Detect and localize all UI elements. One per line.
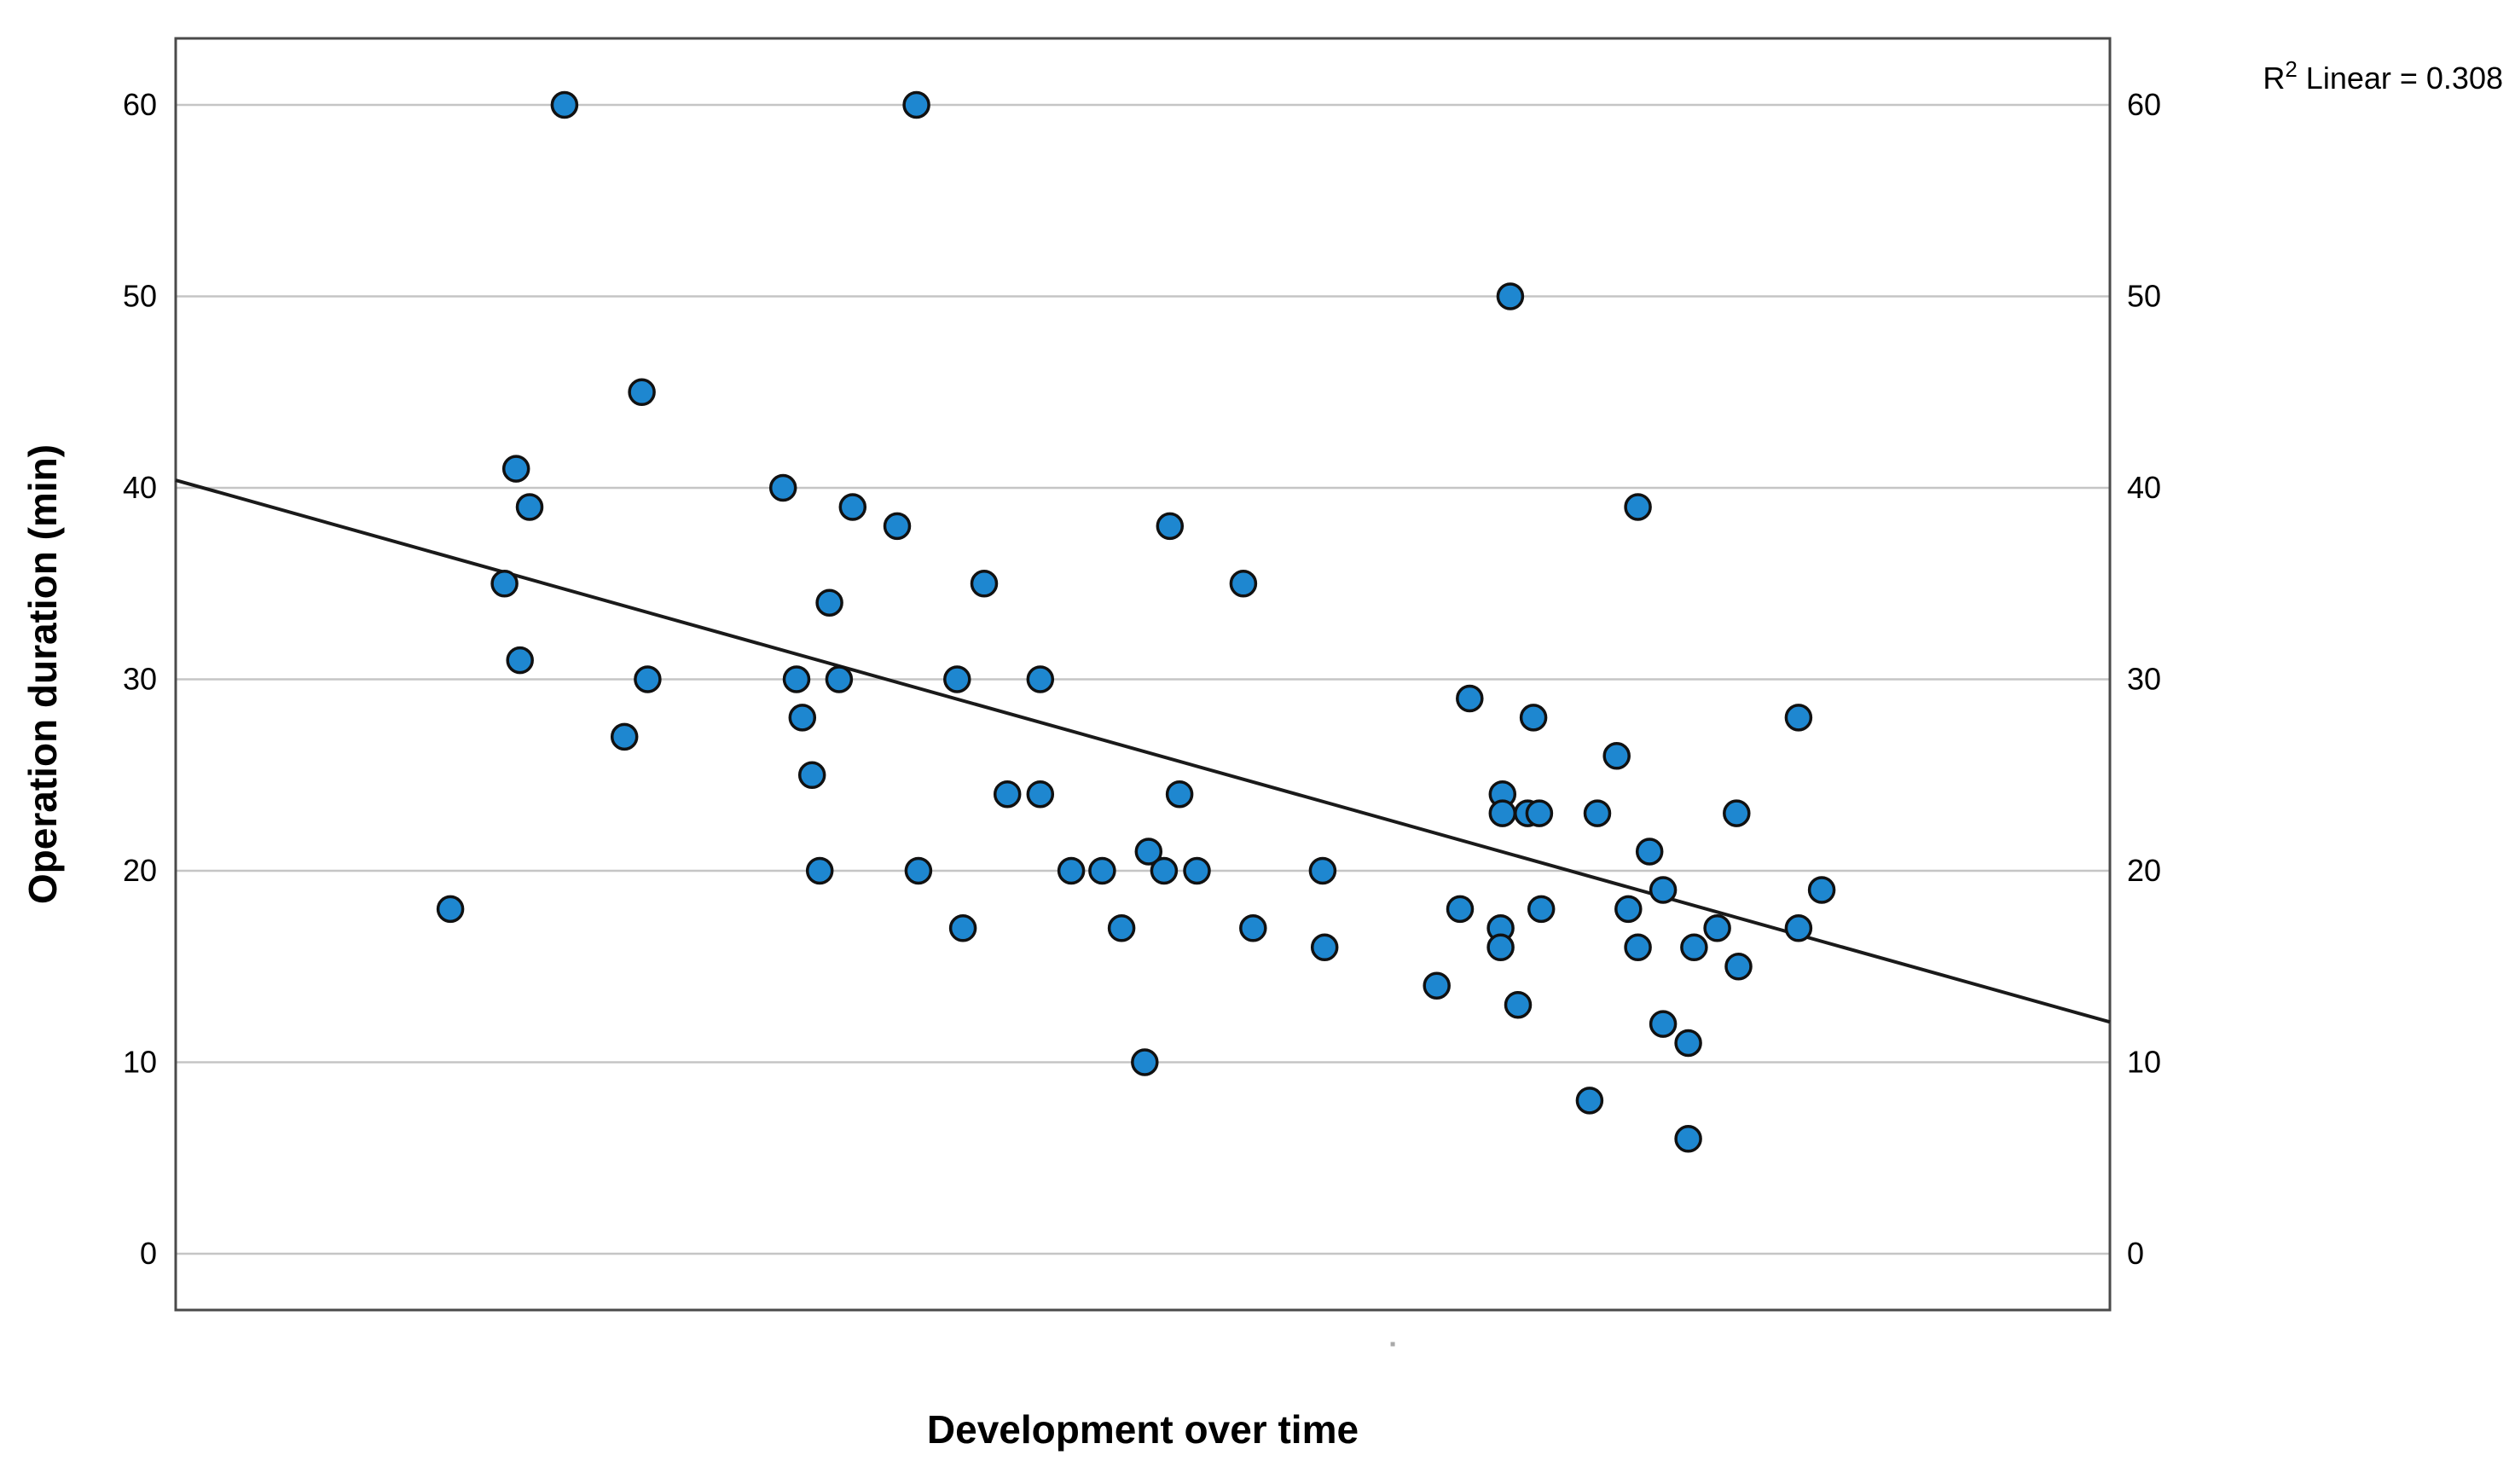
data-point [1486, 933, 1515, 962]
data-point [1308, 856, 1337, 885]
data-point [1674, 1125, 1702, 1153]
data-point [610, 722, 639, 751]
data-point [1150, 856, 1179, 885]
data-point [1784, 914, 1813, 942]
data-point [788, 704, 817, 732]
data-point [970, 570, 999, 598]
data-point [1134, 838, 1163, 866]
data-point [506, 646, 534, 675]
data-point [902, 90, 930, 119]
data-point [1527, 895, 1556, 924]
data-point [797, 761, 826, 790]
data-point [838, 493, 867, 521]
data-point [943, 665, 971, 693]
y-tick-label-left-20: 20 [123, 853, 157, 888]
data-point [1624, 493, 1652, 521]
data-point [1131, 1048, 1159, 1076]
data-point [1026, 780, 1055, 809]
data-point [1649, 876, 1678, 904]
y-tick-label-right-40: 40 [2127, 470, 2161, 505]
data-point [1674, 1029, 1702, 1058]
data-point [1649, 1010, 1678, 1038]
plot-frame [174, 37, 2112, 1312]
data-point [1784, 704, 1813, 732]
data-point [1807, 876, 1836, 904]
data-point [1088, 856, 1116, 885]
y-tick-label-right-60: 60 [2127, 87, 2161, 122]
data-point [768, 473, 797, 502]
data-point [1107, 914, 1136, 942]
data-point [634, 665, 662, 693]
data-point [1504, 990, 1533, 1019]
data-point [550, 90, 579, 119]
data-point [1519, 704, 1548, 732]
data-point [1026, 665, 1055, 693]
data-point [501, 455, 530, 483]
y-tick-label-left-30: 30 [123, 662, 157, 697]
y-tick-label-right-0: 0 [2127, 1236, 2144, 1271]
y-tick-label-right-30: 30 [2127, 662, 2161, 697]
y-axis-title: Operation duration (min) [20, 444, 65, 904]
data-point [490, 570, 519, 598]
data-point [1456, 684, 1484, 713]
y-tick-label-left-50: 50 [123, 279, 157, 314]
data-point [1496, 282, 1525, 310]
data-point [1614, 895, 1643, 924]
y-tick-label-right-50: 50 [2127, 279, 2161, 314]
data-point [1229, 570, 1258, 598]
data-point [1446, 895, 1475, 924]
data-point [1680, 933, 1708, 962]
y-tick-label-right-20: 20 [2127, 853, 2161, 888]
data-point [1423, 971, 1451, 1000]
data-point [1525, 799, 1554, 827]
y-tick-label-right-10: 10 [2127, 1045, 2161, 1080]
data-point [815, 588, 843, 617]
data-point [1583, 799, 1612, 827]
data-point [1724, 953, 1753, 981]
data-point [993, 780, 1022, 809]
data-point [904, 856, 933, 885]
y-tick-label-left-40: 40 [123, 470, 157, 505]
stray-dot [1390, 1342, 1395, 1347]
data-point [1602, 742, 1631, 770]
data-point [1624, 933, 1652, 962]
data-point [628, 378, 656, 407]
data-point [1239, 914, 1267, 942]
data-point [515, 493, 544, 521]
data-point [1156, 512, 1185, 541]
data-point [883, 512, 912, 541]
data-points [436, 90, 1836, 1153]
data-point [1703, 914, 1731, 942]
data-point [436, 895, 465, 924]
data-point [1310, 933, 1339, 962]
data-point [1165, 780, 1194, 809]
data-point [1635, 838, 1664, 866]
data-point [1183, 856, 1211, 885]
data-point [948, 914, 977, 942]
data-point [1488, 799, 1517, 827]
x-axis-title: Development over time [927, 1407, 1359, 1452]
r2-annotation: R2 Linear = 0.308 [2263, 56, 2503, 96]
data-point [805, 856, 834, 885]
data-point [1575, 1087, 1604, 1115]
y-tick-label-left-10: 10 [123, 1045, 157, 1080]
data-point [782, 665, 811, 693]
y-tick-label-left-60: 60 [123, 87, 157, 122]
y-tick-label-left-0: 0 [140, 1236, 157, 1271]
data-point [1057, 856, 1086, 885]
data-point [1723, 799, 1751, 827]
data-point [825, 665, 854, 693]
